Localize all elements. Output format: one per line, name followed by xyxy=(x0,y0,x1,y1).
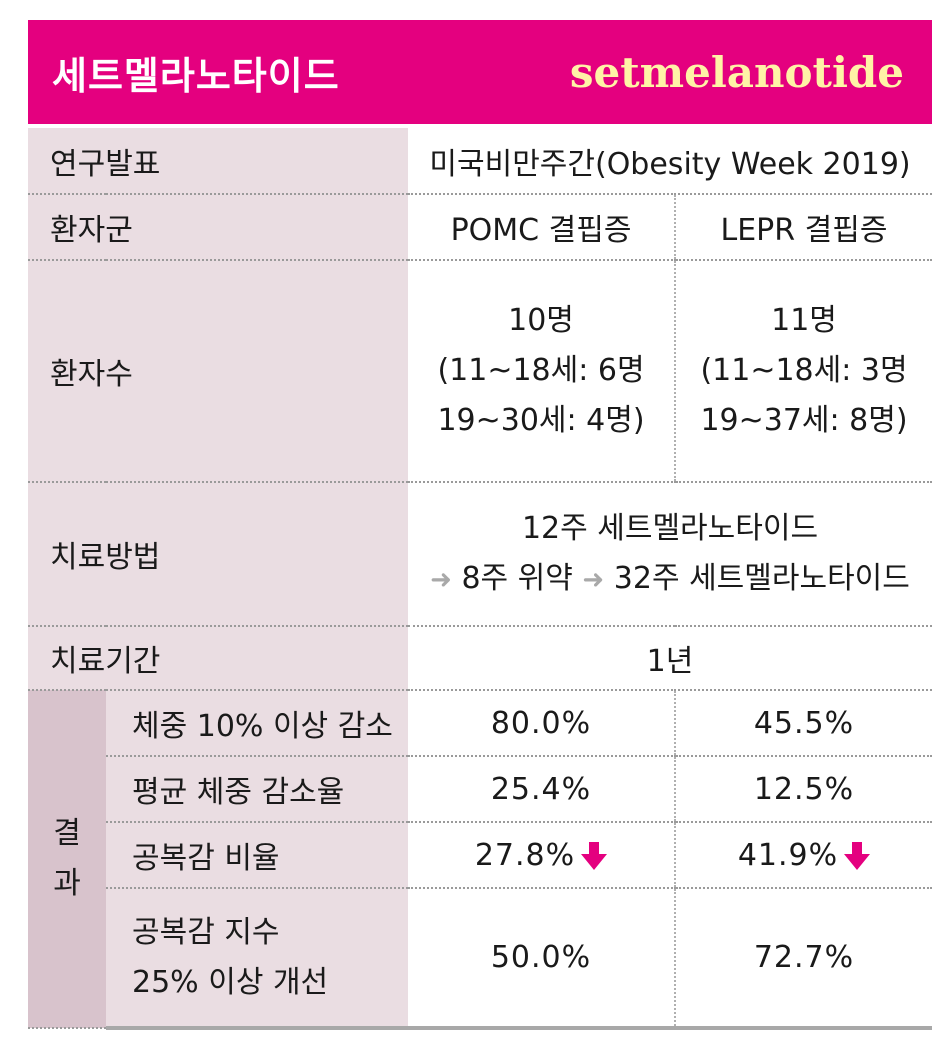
row-label-period: 치료기간 xyxy=(28,626,408,691)
table-row: 연구발표 미국비만주간(Obesity Week 2019) xyxy=(28,128,932,195)
row-label-study: 연구발표 xyxy=(28,128,408,195)
title-english: setmelanotide xyxy=(569,47,904,97)
result-label: 체중 10% 이상 감소 xyxy=(106,690,408,757)
row-label-method: 치료방법 xyxy=(28,482,408,627)
result-label-line2: 25% 이상 개선 xyxy=(132,964,329,1000)
study-value: 미국비만주간(Obesity Week 2019) xyxy=(408,128,932,195)
method-line1: 12주 세트멜라노타이드 xyxy=(521,510,819,546)
result-pomc-value: 27.8% xyxy=(474,837,576,873)
count-pomc: 10명 (11~18세: 6명 19~30세: 4명) xyxy=(408,260,675,483)
result-lepr-value: 41.9% xyxy=(737,837,839,873)
period-value: 1년 xyxy=(408,626,932,691)
count-pomc-total: 10명 xyxy=(508,303,574,338)
arrow-down-icon xyxy=(581,842,608,870)
count-lepr-teen: (11~18세: 3명 xyxy=(700,353,908,388)
table-row: 치료기간 1년 xyxy=(28,626,932,691)
header-banner: 세트멜라노타이드 setmelanotide xyxy=(28,20,932,124)
table-row: 결 과 체중 10% 이상 감소 80.0% 45.5% xyxy=(28,690,932,1029)
count-pomc-adult: 19~30세: 4명) xyxy=(437,403,645,438)
result-pomc: 80.0% xyxy=(408,690,675,757)
results-label-top: 결 xyxy=(53,816,81,851)
method-line2: ➜ 8주 위약 ➜ 32주 세트멜라노타이드 xyxy=(408,554,932,605)
count-lepr: 11명 (11~18세: 3명 19~37세: 8명) xyxy=(674,260,932,483)
result-pomc: 27.8% xyxy=(408,822,675,889)
count-lepr-total: 11명 xyxy=(771,303,837,338)
count-lepr-adult: 19~37세: 8명) xyxy=(700,403,908,438)
results-label: 결 과 xyxy=(28,690,106,1029)
result-pomc: 50.0% xyxy=(408,888,675,1030)
table-row: 평균 체중 감소율 25.4% 12.5% xyxy=(28,756,932,823)
result-lepr: 72.7% xyxy=(674,888,932,1030)
row-label-group: 환자군 xyxy=(28,194,408,261)
group-pomc: POMC 결핍증 xyxy=(408,194,675,261)
table-row: 공복감 지수 25% 이상 개선 50.0% 72.7% xyxy=(28,888,932,1030)
result-pomc: 25.4% xyxy=(408,756,675,823)
result-label: 공복감 지수 25% 이상 개선 xyxy=(106,888,408,1030)
arrow-right-icon: ➜ xyxy=(582,564,605,595)
table-row: 치료방법 12주 세트멜라노타이드 ➜ 8주 위약 ➜ 32주 세트멜라노타이드 xyxy=(28,482,932,627)
group-lepr: LEPR 결핍증 xyxy=(674,194,932,261)
method-second-phase: 32주 세트멜라노타이드 xyxy=(613,560,910,596)
result-lepr: 45.5% xyxy=(674,690,932,757)
result-label: 평균 체중 감소율 xyxy=(106,756,408,823)
result-label: 공복감 비율 xyxy=(106,822,408,889)
table-row: 환자수 10명 (11~18세: 6명 19~30세: 4명) 11명 (11~… xyxy=(28,260,932,483)
comparison-table: 연구발표 미국비만주간(Obesity Week 2019) 환자군 POMC … xyxy=(28,128,932,1030)
result-lepr: 41.9% xyxy=(674,822,932,889)
result-lepr: 12.5% xyxy=(674,756,932,823)
arrow-right-icon: ➜ xyxy=(430,564,452,595)
title-korean: 세트멜라노타이드 xyxy=(52,53,340,98)
method-placebo: 8주 위약 xyxy=(461,560,573,596)
method-value: 12주 세트멜라노타이드 ➜ 8주 위약 ➜ 32주 세트멜라노타이드 xyxy=(408,482,932,627)
results-label-bottom: 과 xyxy=(53,866,81,901)
arrow-down-icon xyxy=(844,842,871,870)
table-row: 환자군 POMC 결핍증 LEPR 결핍증 xyxy=(28,194,932,261)
result-label-line1: 공복감 지수 xyxy=(132,914,280,950)
row-label-count: 환자수 xyxy=(28,260,408,483)
count-pomc-teen: (11~18세: 6명 xyxy=(437,353,645,388)
table-row: 공복감 비율 27.8% 41.9% xyxy=(28,822,932,889)
